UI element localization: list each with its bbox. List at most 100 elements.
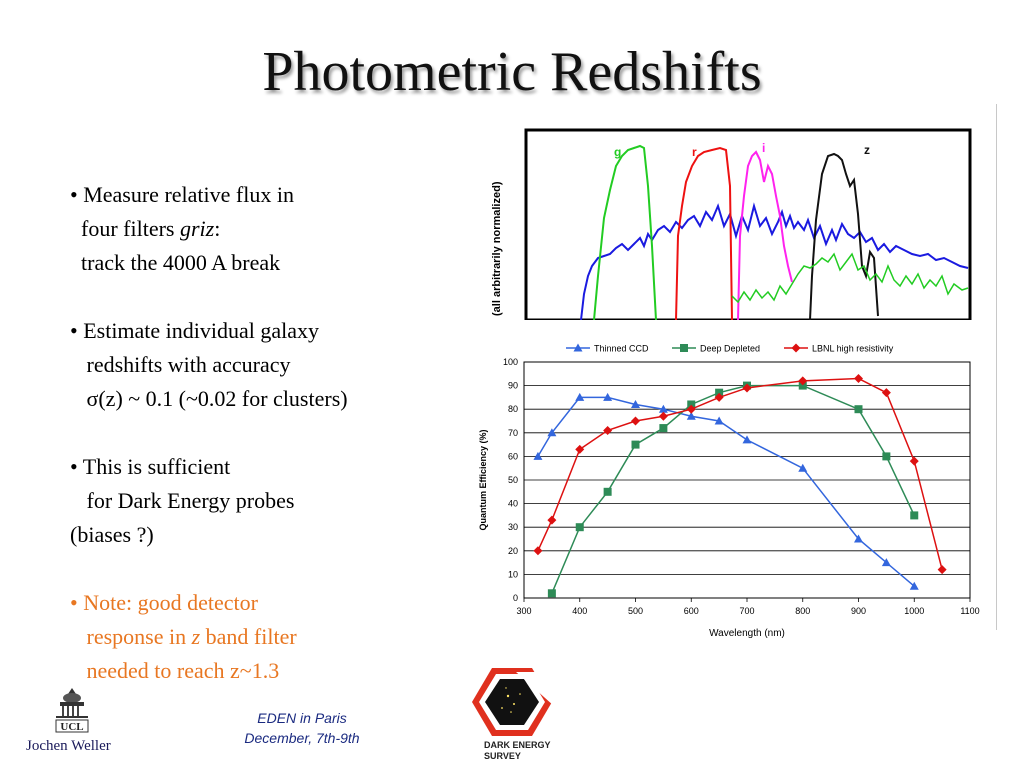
des-star bbox=[513, 703, 515, 705]
bullet-sufficient-line-2: for Dark Energy probes bbox=[70, 488, 295, 513]
des-star bbox=[506, 694, 510, 698]
data-point-diamond bbox=[909, 456, 919, 466]
spacer bbox=[70, 416, 470, 450]
g-band-curve bbox=[593, 144, 657, 320]
ucl-logo: UCL bbox=[55, 688, 89, 733]
data-point-diamond bbox=[658, 411, 668, 421]
y-tick-label: 80 bbox=[508, 404, 518, 414]
legend-item: Thinned CCD bbox=[566, 343, 649, 354]
data-point-diamond bbox=[686, 404, 696, 414]
bullet-flux-line-3: track the 4000 A break bbox=[70, 250, 281, 275]
data-point-triangle bbox=[631, 399, 640, 408]
ucl-column bbox=[72, 706, 74, 716]
bullet-flux-colon: : bbox=[214, 216, 221, 241]
z-band-curve bbox=[809, 152, 879, 320]
x-tick-label: 1100 bbox=[960, 606, 979, 616]
data-point-diamond bbox=[881, 388, 891, 398]
spacer bbox=[70, 552, 470, 586]
data-point-triangle bbox=[547, 428, 557, 437]
bullet-note-filter: band filter bbox=[200, 624, 297, 649]
des-star bbox=[510, 711, 512, 713]
legend-label: Thinned CCD bbox=[594, 344, 649, 354]
band-label-r: r bbox=[692, 145, 697, 159]
data-point-triangle bbox=[533, 451, 543, 460]
bullet-flux-text: four filters bbox=[70, 216, 180, 241]
chart-legend: Thinned CCD Deep Depleted LBNL high resist… bbox=[566, 343, 894, 354]
des-text-line-2: SURVEY bbox=[484, 751, 521, 761]
legend-label: LBNL high resistivity bbox=[812, 344, 894, 354]
series-line bbox=[537, 396, 915, 587]
bullet-redshift-line-2: redshifts with accuracy bbox=[70, 352, 291, 377]
y-tick-labels: 0 10 20 30 40 50 60 70 80 90 100 bbox=[503, 357, 518, 603]
data-point-square bbox=[575, 523, 584, 532]
x-tick-labels: 300 400 500 600 700 800 900 1000 1100 bbox=[516, 598, 980, 616]
data-point-diamond bbox=[791, 343, 801, 353]
des-star bbox=[519, 693, 521, 695]
y-axis-label: Quantum Efficiency (%) bbox=[478, 429, 488, 530]
data-point-triangle bbox=[575, 392, 585, 401]
data-point-diamond bbox=[714, 392, 724, 402]
ucl-column bbox=[77, 706, 79, 716]
quantum-efficiency-chart: 0 10 20 30 40 50 60 70 80 90 100 300 400 500 600 700 80… bbox=[478, 343, 980, 639]
data-point-diamond bbox=[603, 425, 613, 435]
ucl-text: UCL bbox=[60, 721, 83, 733]
data-point-square bbox=[910, 511, 919, 520]
ucl-entablature bbox=[60, 702, 84, 706]
data-point-triangle bbox=[798, 463, 808, 472]
y-tick-label: 90 bbox=[508, 381, 518, 391]
data-point-triangle bbox=[714, 416, 724, 425]
filter-frame bbox=[524, 128, 972, 320]
event-info: EDEN in Paris December, 7th-9th bbox=[232, 708, 372, 748]
legend-item: Deep Depleted bbox=[672, 344, 760, 354]
filter-curves-figure: (all arbitrarily normalized) g r i z bbox=[491, 128, 972, 320]
des-logo-text: DARK ENERGY SURVEY bbox=[484, 740, 551, 762]
panel-divider bbox=[996, 104, 997, 630]
legend-label: Deep Depleted bbox=[700, 344, 760, 354]
data-point-square bbox=[680, 344, 688, 352]
series-deep-depleted bbox=[547, 381, 919, 598]
ucl-base bbox=[56, 716, 88, 718]
data-point-square bbox=[659, 424, 668, 433]
legend-item: LBNL high resistivity bbox=[784, 343, 894, 354]
r-band-curve bbox=[675, 146, 733, 320]
data-point-square bbox=[798, 381, 807, 390]
data-point-diamond bbox=[854, 374, 863, 384]
data-point-triangle bbox=[742, 435, 752, 444]
des-text-line-1: DARK ENERGY bbox=[484, 740, 551, 750]
data-point-diamond bbox=[575, 444, 585, 454]
x-tick-label: 600 bbox=[684, 606, 699, 616]
y-tick-label: 0 bbox=[513, 593, 518, 603]
x-tick-label: 400 bbox=[572, 606, 587, 616]
data-point-diamond bbox=[547, 515, 557, 525]
data-point-square bbox=[603, 487, 612, 496]
x-tick-label: 900 bbox=[851, 606, 866, 616]
bullet-note-line-3: needed to reach z~1.3 bbox=[70, 658, 280, 683]
data-point-triangle bbox=[909, 581, 919, 590]
data-point-square bbox=[687, 400, 696, 409]
data-point-diamond bbox=[742, 383, 752, 393]
data-point-triangle bbox=[854, 534, 863, 543]
author-name: Jochen Weller bbox=[26, 738, 111, 754]
series-line bbox=[551, 384, 915, 594]
data-point-diamond bbox=[798, 376, 808, 386]
filter-ylabel: (all arbitrarily normalized) bbox=[491, 181, 503, 316]
y-tick-label: 100 bbox=[503, 357, 518, 367]
x-tick-label: 700 bbox=[739, 606, 754, 616]
y-tick-label: 30 bbox=[508, 522, 518, 532]
bullet-sufficient-line-1: • This is sufficient bbox=[70, 454, 231, 479]
data-point-triangle bbox=[658, 404, 668, 413]
spacer bbox=[70, 280, 470, 314]
x-axis-label: Wavelength (nm) bbox=[709, 628, 785, 639]
series-thinned-ccd bbox=[533, 392, 919, 590]
des-star bbox=[501, 707, 503, 709]
y-tick-label: 10 bbox=[508, 569, 518, 579]
data-point-square bbox=[882, 452, 891, 461]
bullet-note-band: z bbox=[191, 624, 201, 649]
bullet-redshift-line-1: • Estimate individual galaxy bbox=[70, 318, 320, 343]
data-point-square bbox=[547, 589, 556, 598]
bullet-flux-filters: griz bbox=[179, 216, 215, 241]
i-band-curve bbox=[737, 150, 793, 320]
green-noise-curve bbox=[731, 252, 969, 304]
bullet-sufficient-line-3: (biases ?) bbox=[70, 522, 154, 547]
data-point-diamond bbox=[937, 565, 947, 575]
